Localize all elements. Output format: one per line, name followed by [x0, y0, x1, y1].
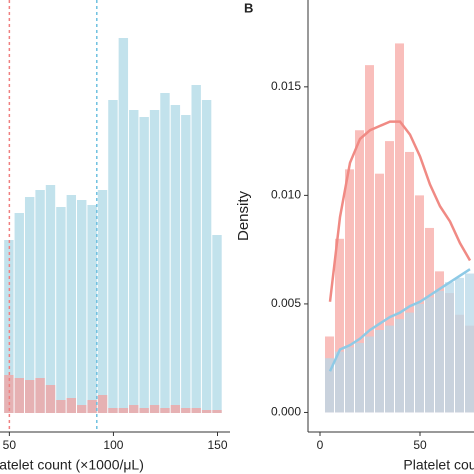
bar: [385, 141, 394, 413]
bar: [14, 378, 24, 413]
bar: [201, 100, 212, 413]
bar: [345, 169, 354, 413]
bar: [355, 130, 364, 413]
bar: [97, 190, 108, 413]
bar: [365, 65, 374, 413]
bar: [395, 43, 404, 413]
bar: [87, 205, 97, 413]
y-tick-label: 0.000: [271, 405, 301, 419]
bar: [24, 380, 35, 413]
bar: [35, 378, 45, 413]
bar: [149, 405, 160, 413]
bar: [181, 408, 191, 413]
bar: [405, 151, 414, 413]
bar: [355, 342, 364, 413]
bar: [108, 100, 118, 413]
bar: [365, 336, 374, 413]
panel-label: B: [244, 0, 253, 15]
x-tick-label: 50: [413, 438, 427, 452]
x-tick-label: 50: [3, 438, 17, 452]
bar: [149, 110, 160, 413]
bar: [170, 105, 181, 413]
x-axis-label: latelet count (×1000/μL): [0, 457, 144, 473]
bar: [445, 282, 454, 413]
bar: [201, 410, 212, 413]
bar: [435, 290, 444, 413]
bar: [118, 408, 129, 413]
y-tick-label: 0.015: [271, 79, 301, 93]
x-axis-label: Platelet cou: [403, 457, 474, 473]
y-axis-label: Density: [235, 190, 252, 241]
bar: [465, 273, 474, 413]
density-curve: [328, 268, 471, 372]
bar: [77, 405, 87, 413]
x-tick-label: 150: [207, 438, 227, 452]
bar: [375, 329, 384, 413]
bar: [170, 405, 181, 413]
bar: [129, 405, 139, 413]
bar: [139, 117, 149, 413]
bar: [212, 235, 222, 413]
bar: [181, 115, 191, 413]
bar: [97, 395, 108, 413]
bar: [375, 173, 384, 413]
bar: [66, 195, 77, 413]
bar: [191, 408, 201, 413]
bar: [191, 85, 201, 413]
bar: [405, 312, 414, 413]
bar: [160, 93, 170, 413]
y-tick-label: 0.010: [271, 188, 301, 202]
x-tick-label: 0: [317, 438, 324, 452]
bar: [4, 375, 14, 413]
bar: [66, 398, 77, 413]
bar: [129, 110, 139, 413]
bar: [425, 297, 434, 413]
bar: [160, 408, 170, 413]
bar: [56, 207, 66, 413]
bar: [24, 197, 35, 413]
bar: [385, 325, 394, 413]
bar: [139, 408, 149, 413]
bar: [45, 385, 56, 413]
bar: [14, 213, 24, 413]
x-tick-label: 100: [103, 438, 123, 452]
bar: [415, 303, 424, 413]
y-tick-label: 0.005: [271, 296, 301, 310]
bar: [455, 277, 464, 413]
bar: [335, 351, 344, 413]
bar: [212, 410, 222, 413]
bar: [35, 190, 45, 413]
bar: [45, 185, 56, 413]
bar: [108, 408, 118, 413]
density-curve: [328, 120, 472, 302]
bar: [56, 400, 66, 413]
bar: [77, 200, 87, 413]
bar: [118, 38, 129, 413]
bar: [395, 319, 404, 413]
bar: [87, 400, 97, 413]
bar: [325, 358, 334, 413]
bar: [345, 347, 354, 413]
bar: [335, 238, 344, 413]
